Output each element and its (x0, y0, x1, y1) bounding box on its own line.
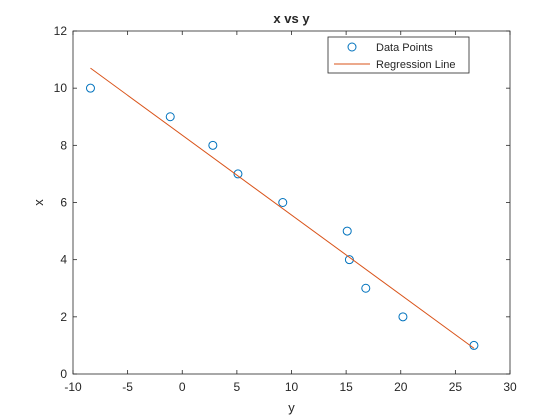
x-tick-label: 20 (394, 380, 408, 394)
legend-marker-data-points (347, 42, 357, 52)
x-tick-label: 10 (285, 380, 299, 394)
data-point (208, 140, 218, 150)
x-axis-ticks: -10 -5 0 5 10 15 20 25 30 (64, 31, 517, 394)
y-tick-label: 0 (60, 367, 67, 381)
x-tick-label: 0 (179, 380, 186, 394)
y-tick-label: 10 (54, 81, 68, 95)
legend-label-data-points: Data Points (376, 42, 433, 54)
x-tick-label: 25 (449, 380, 463, 394)
regression-line (90, 67, 475, 349)
x-tick-label: 15 (339, 380, 353, 394)
data-point (165, 112, 175, 122)
y-tick-label: 2 (60, 310, 67, 324)
data-point (278, 198, 288, 207)
data-point (398, 312, 408, 322)
y-tick-label: 6 (60, 196, 67, 210)
plot-area (72, 30, 511, 375)
y-tick-label: 8 (60, 138, 67, 152)
series-layer (85, 67, 479, 350)
x-tick-label: 5 (234, 380, 241, 394)
data-point (361, 283, 371, 293)
x-tick-label: 30 (503, 380, 517, 394)
legend: Data Points Regression Line (327, 36, 470, 74)
y-tick-label: 4 (60, 253, 67, 267)
x-tick-label: -10 (64, 380, 82, 394)
data-point (342, 226, 352, 236)
y-axis-ticks: 0 2 4 6 8 10 12 (54, 24, 510, 381)
legend-label-regression-line: Regression Line (376, 59, 456, 71)
x-axis-label: y (288, 400, 295, 415)
x-tick-label: -5 (122, 380, 133, 394)
chart-title: x vs y (273, 11, 310, 26)
axes-box (72, 30, 511, 375)
data-point (85, 83, 95, 93)
data-point (233, 169, 243, 179)
y-axis-label: x (31, 199, 46, 206)
y-tick-label: 12 (54, 24, 68, 38)
